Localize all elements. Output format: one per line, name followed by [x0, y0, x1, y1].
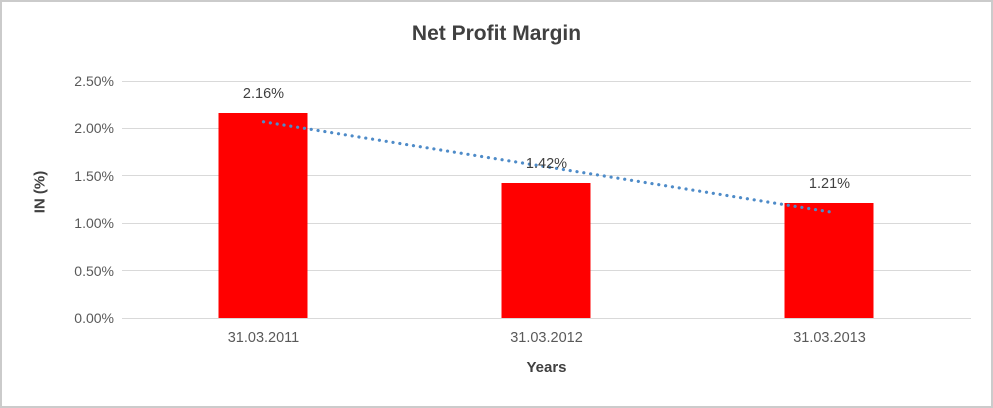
y-tick-label: 1.50% [74, 167, 114, 184]
x-tick-label: 31.03.2011 [227, 330, 300, 346]
x-axis-tick-labels: 31.03.2011 31.03.2012 31.03.2013 [122, 330, 971, 348]
x-tick-label: 31.03.2012 [510, 330, 583, 346]
y-tick-label: 2.50% [74, 73, 114, 89]
y-tick-label: 1.00% [74, 215, 114, 232]
bar-slot: 1.42% [405, 81, 688, 318]
data-label: 1.21% [808, 176, 851, 193]
y-tick-label: 0.00% [74, 310, 114, 326]
chart-title: Net Profit Margin [411, 22, 582, 45]
data-label: 2.16% [242, 86, 285, 103]
gridline [122, 80, 971, 82]
data-label: 1.42% [525, 156, 568, 173]
y-tick-label: 0.50% [74, 262, 114, 279]
bar [218, 113, 308, 318]
bar-slot: 1.21% [688, 81, 971, 318]
x-tick-label: 31.03.2013 [793, 330, 866, 346]
y-axis-tick-labels: 2.50% 2.00% 1.50% 1.00% 0.50% 0.00% [2, 73, 114, 326]
x-axis-title: Years [526, 359, 567, 376]
y-tick-label: 2.00% [74, 120, 114, 137]
bar [784, 203, 874, 318]
bar-slot: 2.16% [122, 81, 405, 318]
gridline [122, 317, 971, 319]
plot-area: 2.16% 1.42% 1.21% [122, 80, 971, 319]
bar [501, 183, 591, 318]
